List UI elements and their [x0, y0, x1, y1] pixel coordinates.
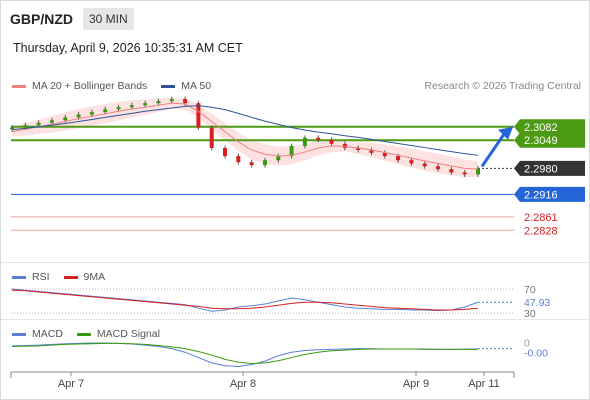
candle-body — [356, 147, 361, 151]
candle-body — [289, 145, 294, 157]
candle-body — [23, 125, 28, 128]
candle-body — [329, 139, 334, 144]
x-tick-label: Apr 11 — [468, 378, 500, 390]
macd-signal-line — [11, 342, 478, 365]
candle-body — [476, 168, 480, 175]
candle-body — [36, 122, 41, 126]
macd-current-value: -0.00 — [524, 348, 548, 360]
x-tick-label: Apr 9 — [403, 378, 429, 390]
candle-body — [436, 166, 441, 170]
macd-legend: MACD MACD Signal — [12, 328, 174, 340]
candle-body — [396, 156, 401, 161]
candle-body — [462, 172, 467, 175]
rsi-line — [11, 288, 479, 312]
candle-body — [209, 127, 214, 148]
candle-body — [63, 117, 68, 121]
level-label: 2.2916 — [524, 189, 558, 201]
level-tag-resistance: 2.3049 — [514, 132, 585, 148]
level-label: 2.2861 — [524, 212, 558, 224]
candle-body — [369, 150, 374, 153]
candle-body — [103, 109, 108, 113]
candle-body — [169, 99, 174, 102]
price-legend: MA 20 + Bollinger Bands MA 50 — [12, 80, 225, 92]
rsi-tick-label: 30 — [524, 308, 536, 320]
macd-swatch — [12, 332, 26, 336]
candle-body — [449, 169, 454, 173]
timestamp: Thursday, April 9, 2026 10:35:31 AM CET — [13, 41, 243, 55]
level-label: 2.3049 — [524, 135, 558, 147]
candle-body — [249, 162, 254, 166]
level-tag-bg — [514, 132, 585, 148]
legend-9ma: 9MA — [63, 271, 106, 283]
candle-body — [49, 120, 54, 123]
level-tag-pivot: 2.2916 — [514, 186, 585, 202]
level-tag-bg — [514, 119, 585, 135]
timeframe-badge[interactable]: 30 MIN — [83, 8, 134, 30]
candle-body — [382, 152, 387, 157]
macd-zero-tick: 0 — [524, 338, 530, 350]
chart-header: GBP/NZD 30 MIN — [10, 7, 134, 31]
x-tick-label: Apr 8 — [230, 378, 256, 390]
candle-body — [302, 137, 307, 146]
ma50-line — [11, 105, 479, 156]
rsi-legend: RSI 9MA — [12, 271, 119, 283]
credit-text: Research © 2026 Trading Central — [424, 80, 581, 92]
signal-swatch — [76, 332, 91, 336]
candle-body — [276, 156, 281, 161]
signal-label: MACD Signal — [96, 328, 160, 340]
legend-ma20: MA 20 + Bollinger Bands — [12, 80, 147, 92]
candle-body — [183, 99, 188, 104]
ma20-line — [11, 102, 479, 170]
macd-label: MACD — [32, 328, 63, 340]
rsi-swatch — [12, 275, 26, 279]
candle-body — [236, 156, 241, 163]
legend-ma50: MA 50 — [161, 80, 211, 92]
level-tag-support: 2.2861 — [524, 212, 558, 224]
projection-arrow-shaft — [480, 131, 507, 168]
candle-body — [76, 114, 81, 118]
candle-body — [223, 147, 228, 157]
candle-body — [156, 101, 161, 104]
level-label: 2.2980 — [524, 163, 558, 175]
currency-pair: GBP/NZD — [10, 11, 73, 27]
bollinger-band — [12, 97, 478, 178]
candle-body — [262, 160, 267, 166]
candle-body — [10, 127, 14, 130]
candle-body — [129, 105, 134, 108]
level-tag-bg — [514, 186, 585, 202]
legend-rsi: RSI — [12, 271, 50, 283]
panel-separator — [1, 319, 589, 320]
level-tag-current: 2.2980 — [514, 160, 585, 176]
projection-arrow-head — [498, 126, 513, 140]
candle-body — [409, 160, 414, 164]
ma50-swatch — [161, 84, 176, 88]
candle-body — [89, 112, 94, 115]
legend-macd: MACD — [12, 328, 63, 340]
ma20-label: MA 20 + Bollinger Bands — [32, 80, 148, 92]
rsi-9ma-line — [11, 289, 479, 311]
level-tag-support: 2.2828 — [524, 225, 558, 237]
rsi-current-value: 47.93 — [524, 297, 550, 309]
level-label: 2.2828 — [524, 225, 558, 237]
candle-body — [316, 137, 321, 140]
level-tag-resistance: 2.3082 — [514, 119, 585, 135]
candle-body — [196, 103, 201, 128]
x-tick-label: Apr 7 — [58, 378, 84, 390]
panel-separator — [1, 262, 589, 263]
ma50-label: MA 50 — [181, 80, 212, 92]
ma20-swatch — [12, 84, 26, 88]
candle-body — [422, 163, 427, 167]
ma9-swatch — [63, 275, 78, 279]
level-tag-bg — [514, 160, 585, 176]
candle-body — [143, 103, 148, 106]
candle-body — [116, 107, 121, 110]
rsi-tick-label: 70 — [524, 284, 536, 296]
legend-macd-signal: MACD Signal — [76, 328, 160, 340]
rsi-label: RSI — [32, 271, 50, 283]
ma9-label: 9MA — [83, 271, 106, 283]
level-label: 2.3082 — [524, 122, 558, 134]
